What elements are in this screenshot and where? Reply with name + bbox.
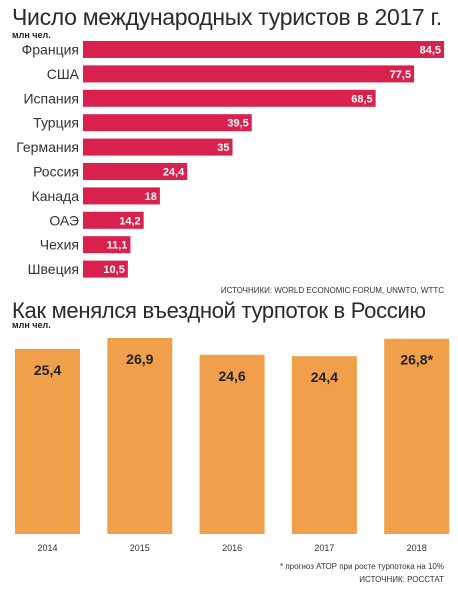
category-label: Чехия <box>40 237 79 253</box>
year-label: 2014 <box>37 543 57 553</box>
value-label: 18 <box>145 191 157 203</box>
bar-2014 <box>15 348 80 534</box>
bar-сша <box>83 65 415 83</box>
bar-2018 <box>384 338 450 534</box>
bar-россия <box>83 163 188 180</box>
hbar-chart-international-tourists: Франция 84,5 США 77,5 Испания 68,5 Турция 39,5 Г… <box>16 41 444 278</box>
forecast-note: * прогноз АТОР при росте турпотока на 10… <box>280 562 444 571</box>
value-label: 24,4 <box>311 369 338 385</box>
value-label: 35 <box>217 142 229 154</box>
value-label: 11,1 <box>107 240 128 252</box>
bar-швеция <box>83 260 128 278</box>
year-label: 2015 <box>130 543 150 553</box>
bar-оаэ <box>83 211 144 229</box>
value-label: 24,4 <box>163 167 185 179</box>
category-label: Испания <box>23 90 79 106</box>
bar-2017 <box>291 356 357 534</box>
vbar-chart-inbound-flow: 25,4 2014 26,9 2015 24,6 2016 24,4 2017 26,8* 201… <box>15 338 450 553</box>
bar-2016 <box>199 354 265 534</box>
value-label: 68,5 <box>351 93 372 105</box>
category-label: Германия <box>16 139 79 155</box>
chart-title-inbound-russia: Как менялся въездной турпоток в Россию <box>12 298 426 323</box>
bar-испания <box>83 89 376 107</box>
chart-title-tourists-2017: Число международных туристов в 2017 г. <box>12 4 442 30</box>
category-label: Франция <box>22 42 79 58</box>
unit-label-top: млн чел. <box>12 30 51 40</box>
value-label: 14,2 <box>119 215 140 227</box>
source-bottom: ИСТОЧНИК: РОССТАТ <box>359 575 444 584</box>
category-label: Швеция <box>28 261 79 277</box>
category-label: Турция <box>33 115 79 131</box>
year-label: 2018 <box>407 543 427 553</box>
bar-2015 <box>107 338 173 534</box>
value-label: 84,5 <box>420 45 441 57</box>
source-top: ИСТОЧНИКИ: WORLD ECONOMIC FORUM, UNWTO, … <box>220 286 444 295</box>
value-label: 26,8* <box>400 352 433 368</box>
year-label: 2017 <box>314 543 334 553</box>
bar-турция <box>83 114 252 132</box>
bar-канада <box>83 187 160 205</box>
category-label: Россия <box>33 164 79 180</box>
value-label: 10,5 <box>103 264 124 276</box>
bar-франция <box>83 41 444 58</box>
unit-label-bottom: млн чел. <box>12 320 51 330</box>
category-label: США <box>47 66 80 82</box>
bar-чехия <box>83 236 131 254</box>
value-label: 24,6 <box>218 368 245 384</box>
value-label: 26,9 <box>126 351 153 367</box>
value-label: 39,5 <box>227 118 248 130</box>
category-label: ОАЭ <box>49 212 79 228</box>
category-label: Канада <box>32 188 80 204</box>
bar-германия <box>83 138 233 156</box>
value-label: 77,5 <box>390 69 411 81</box>
year-label: 2016 <box>222 543 242 553</box>
value-label: 25,4 <box>34 362 61 378</box>
